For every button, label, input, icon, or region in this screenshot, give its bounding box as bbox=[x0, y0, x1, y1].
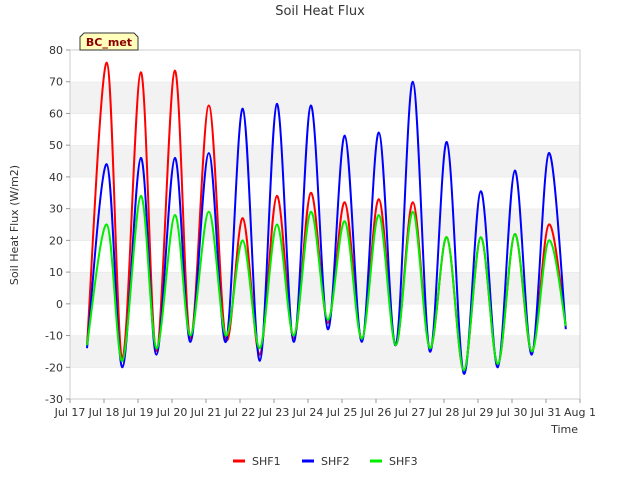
y-tick-label: 20 bbox=[49, 234, 63, 247]
y-tick-label: -10 bbox=[45, 330, 63, 343]
y-tick-label: 40 bbox=[49, 171, 63, 184]
y-tick-label: 10 bbox=[49, 266, 63, 279]
x-tick-label: Jul 18 bbox=[88, 406, 120, 419]
x-tick-label: Jul 25 bbox=[326, 406, 358, 419]
x-tick-label: Jul 26 bbox=[360, 406, 392, 419]
x-tick-label: Jul 27 bbox=[394, 406, 426, 419]
x-tick-label: Jul 20 bbox=[156, 406, 188, 419]
legend-label: SHF3 bbox=[389, 455, 418, 468]
series-line-shf3 bbox=[86, 194, 567, 372]
y-axis-label: Soil Heat Flux (W/m2) bbox=[8, 165, 21, 285]
grid-band bbox=[70, 176, 580, 209]
y-tick-label: -30 bbox=[45, 393, 63, 406]
x-tick-label: Jul 19 bbox=[122, 406, 154, 419]
x-tick-label: Jul 22 bbox=[224, 406, 256, 419]
chart-title: Soil Heat Flux bbox=[275, 4, 365, 19]
x-axis: Jul 17 Jul 18 Jul 19 Jul 20 Jul 21 Jul 22 Jul … bbox=[54, 399, 596, 419]
x-tick-label: Jul 17 bbox=[54, 406, 86, 419]
y-tick-label: -20 bbox=[45, 361, 63, 374]
legend: SHF1 SHF2 SHF3 bbox=[233, 455, 418, 468]
plot-area bbox=[69, 49, 581, 400]
site-badge-label: BC_met bbox=[86, 36, 132, 49]
grid-band bbox=[70, 113, 580, 146]
x-tick-label: Aug 1 bbox=[564, 406, 596, 419]
grid-band bbox=[70, 81, 580, 114]
x-tick-label: Jul 29 bbox=[462, 406, 494, 419]
x-tick-label: Jul 30 bbox=[496, 406, 528, 419]
y-tick-label: 70 bbox=[49, 76, 63, 89]
y-tick-label: 80 bbox=[49, 44, 63, 57]
grid-band bbox=[70, 335, 580, 368]
legend-label: SHF2 bbox=[321, 455, 350, 468]
site-badge: BC_met bbox=[79, 32, 139, 51]
y-tick-label: 60 bbox=[49, 107, 63, 120]
grid-band bbox=[70, 145, 580, 177]
x-tick-label: Jul 21 bbox=[190, 406, 222, 419]
x-tick-label: Jul 23 bbox=[258, 406, 290, 419]
x-tick-label: Jul 24 bbox=[292, 406, 324, 419]
grid-band bbox=[70, 240, 580, 273]
y-tick-label: 30 bbox=[49, 203, 63, 216]
x-tick-label: Jul 31 bbox=[530, 406, 562, 419]
grid-band bbox=[70, 367, 580, 399]
x-axis-label: Time bbox=[550, 423, 578, 436]
grid-band bbox=[70, 208, 580, 241]
legend-label: SHF1 bbox=[252, 455, 281, 468]
series-layer bbox=[86, 61, 567, 375]
y-axis: -30 -20 -10 0 10 20 30 40 50 60 70 80 bbox=[45, 44, 70, 406]
x-tick-label: Jul 28 bbox=[428, 406, 460, 419]
series-line-shf2 bbox=[86, 80, 567, 375]
y-tick-label: 0 bbox=[56, 298, 63, 311]
y-tick-label: 50 bbox=[49, 139, 63, 152]
grid-band bbox=[70, 50, 580, 82]
